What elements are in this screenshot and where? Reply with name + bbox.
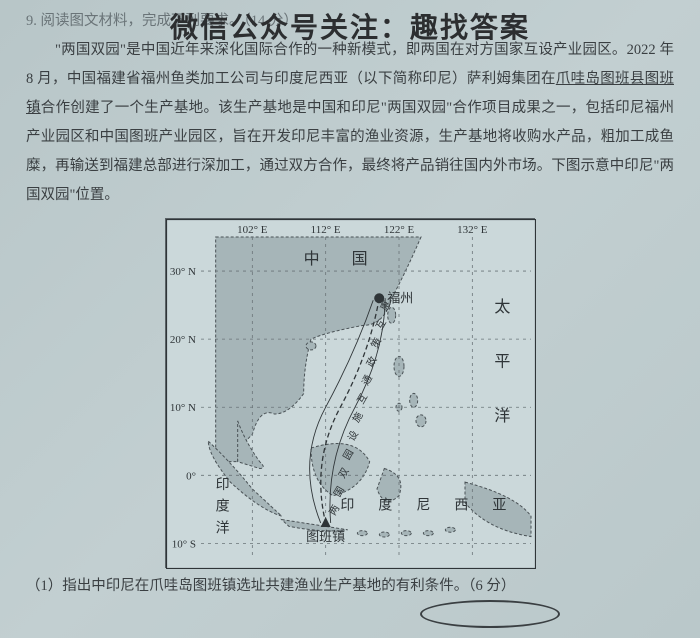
- svg-text:中 国: 中 国: [304, 251, 376, 269]
- svg-text:印 度 尼 西 亚: 印 度 尼 西 亚: [340, 498, 511, 514]
- svg-text:112° E: 112° E: [311, 224, 341, 236]
- svg-text:122° E: 122° E: [384, 224, 415, 236]
- svg-text:10° N: 10° N: [170, 403, 196, 415]
- svg-text:印: 印: [216, 477, 230, 493]
- svg-text:10° S: 10° S: [172, 539, 196, 551]
- hand-circle-annotation: [420, 600, 560, 628]
- question-head-text: 阅读图文材料，完成下列要求。（14 分）: [41, 13, 298, 29]
- svg-text:洋: 洋: [216, 521, 230, 537]
- svg-text:太: 太: [494, 298, 510, 316]
- svg-text:30° N: 30° N: [170, 267, 196, 279]
- map-container: 102° E 112° E 122° E 132° E 30° N 20° N 10° N 0…: [165, 218, 535, 568]
- svg-text:20° N: 20° N: [170, 335, 196, 347]
- map-svg: 102° E 112° E 122° E 132° E 30° N 20° N 10° N 0…: [166, 219, 536, 569]
- svg-text:102° E: 102° E: [237, 224, 268, 236]
- svg-text:图班镇: 图班镇: [306, 529, 345, 544]
- svg-text:132° E: 132° E: [457, 224, 488, 236]
- svg-text:0°: 0°: [186, 471, 196, 483]
- svg-text:洋: 洋: [494, 407, 510, 425]
- svg-text:平: 平: [494, 354, 510, 371]
- question-number: 9.: [26, 13, 37, 29]
- svg-text:福州: 福州: [387, 291, 413, 306]
- svg-text:度: 度: [216, 499, 230, 515]
- body-paragraph: "两国双园"是中国近年来深化国际合作的一种新模式，即两国在对方国家互设产业园区。…: [26, 36, 674, 210]
- sub-question: （1）指出中印尼在爪哇岛图班镇选址共建渔业生产基地的有利条件。（6 分）: [26, 574, 674, 599]
- question-header: 9. 阅读图文材料，完成下列要求。（14 分）: [26, 10, 674, 32]
